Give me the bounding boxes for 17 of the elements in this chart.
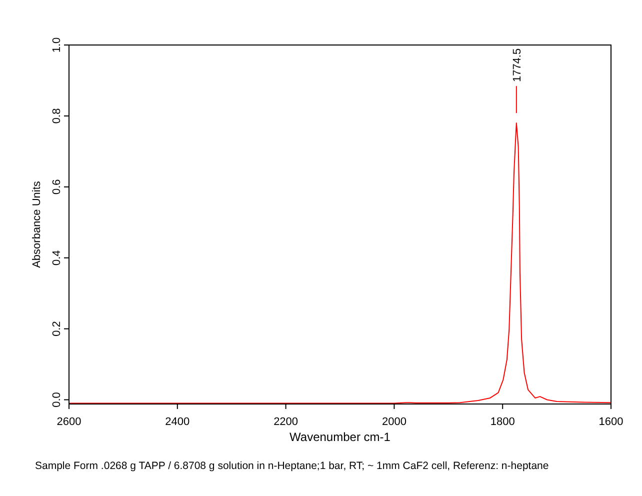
x-tick-label: 2000: [382, 416, 406, 428]
y-tick-label: 0.6: [51, 179, 63, 195]
y-tick-label: 1.0: [51, 37, 63, 53]
annotation: 1774.5: [511, 48, 524, 82]
x-tick-label: 1800: [490, 416, 515, 428]
x-tick-label: 1600: [598, 416, 624, 428]
x-axis-title: Wavenumber cm-1: [290, 430, 391, 444]
x-tick-label: 2400: [165, 416, 190, 428]
x-tick-label: 2200: [274, 416, 298, 428]
y-tick-label: 0.4: [51, 250, 63, 266]
x-tick-label: 2600: [56, 416, 82, 428]
y-tick-label: 0.8: [51, 108, 63, 124]
y-axis-title: Absorbance Units: [31, 180, 43, 268]
y-tick-label: 0.2: [51, 321, 63, 336]
y-tick-label: 0.0: [51, 392, 63, 408]
text: Sample Form .0268 g TAPP / 6.8708 g solution in n-Heptane;1 bar, RT; ~ 1mm CaF2 cell, Referenz: n-heptane: [35, 460, 549, 472]
line-series: [68, 122, 612, 404]
